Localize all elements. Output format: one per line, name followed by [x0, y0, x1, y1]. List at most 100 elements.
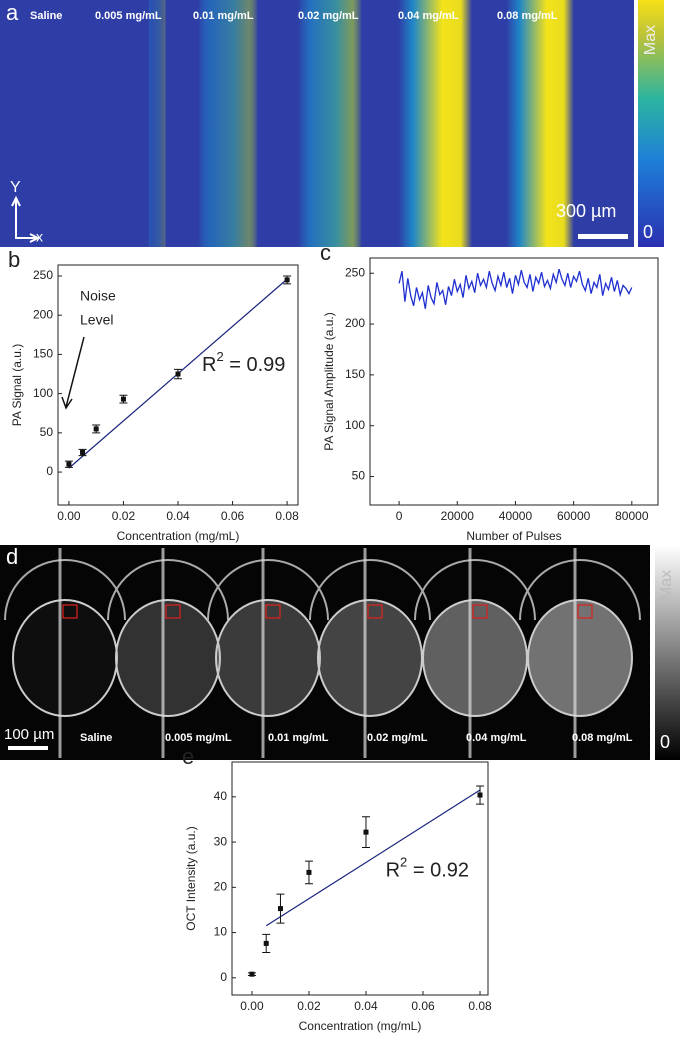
well-fill: [116, 600, 220, 716]
image-label: Saline: [80, 732, 112, 744]
point: [477, 792, 483, 798]
y-axis-label: OCT Intensity (a.u.): [184, 826, 198, 930]
point: [284, 277, 290, 283]
point: [306, 869, 312, 875]
y-tick-label: 40: [214, 789, 228, 803]
point: [80, 449, 86, 455]
x-tick-label: 0: [396, 509, 403, 523]
y-tick-label: 0: [220, 970, 227, 984]
line: [398, 269, 633, 309]
stripe: [148, 0, 166, 247]
wells: [4, 548, 641, 758]
scale-bar-label: 300 µm: [556, 201, 616, 221]
point: [249, 971, 255, 977]
y-tick-label: 50: [352, 469, 366, 483]
point: [277, 906, 283, 912]
x-tick-label: 0.04: [354, 999, 378, 1013]
y-tick-label: 100: [33, 386, 53, 400]
noise-label: Noise: [80, 288, 116, 304]
noise-arrow: [61, 336, 85, 410]
noise-label: Level: [80, 312, 113, 328]
x-tick-label: 0.08: [468, 999, 492, 1013]
panel-label: e: [182, 744, 194, 769]
roi: [62, 604, 78, 619]
x-tick-label: 0.02: [112, 509, 136, 523]
point: [93, 426, 99, 432]
roi: [165, 604, 181, 619]
colorbar-max: Max: [642, 25, 659, 55]
well-arc: [414, 559, 536, 621]
r-squared: R2 = 0.99: [202, 349, 285, 376]
image-label: 0.04 mg/mL: [466, 732, 527, 744]
roi: [265, 604, 281, 619]
image-label: 0.005 mg/mL: [165, 732, 232, 744]
axis-arrows: [11, 195, 41, 243]
scale-bar: [8, 746, 48, 750]
point: [263, 940, 269, 946]
colorbar: [655, 545, 680, 760]
well-fill: [528, 600, 632, 716]
roi: [472, 604, 488, 619]
fit-line: [265, 789, 481, 927]
roi: [367, 604, 383, 619]
stripe: [298, 0, 362, 247]
panel-label: a: [6, 0, 19, 25]
x-tick-label: 0.02: [297, 999, 321, 1013]
panel-label: b: [8, 247, 20, 272]
y-axis-label: PA Signal Amplitude (a.u.): [322, 312, 336, 451]
image-label: 0.01 mg/mL: [268, 732, 329, 744]
point: [120, 396, 126, 402]
r-rest: = 0.92: [407, 860, 469, 882]
x-tick-label: 60000: [557, 509, 591, 523]
scale-bar-label: 100 µm: [4, 726, 54, 743]
panel-a: a Saline 0.005 mg/mL 0.01 mg/mL 0.02 mg/…: [0, 0, 664, 247]
y-tick-label: 0: [46, 464, 53, 478]
image-label: Saline: [30, 10, 62, 22]
x-tick-label: 20000: [441, 509, 475, 523]
stripe: [198, 0, 258, 247]
roi: [577, 604, 593, 619]
well-arc: [4, 559, 126, 621]
image-label: 0.005 mg/mL: [95, 10, 162, 22]
image-label: 0.01 mg/mL: [193, 10, 254, 22]
y-tick-label: 250: [345, 265, 365, 279]
y-tick-label: 100: [345, 418, 365, 432]
x-tick-label: 0.06: [411, 999, 435, 1013]
x-tick-label: 0.06: [221, 509, 245, 523]
x-tick-label: 0.00: [57, 509, 81, 523]
point: [66, 461, 72, 467]
r-rest: = 0.99: [224, 354, 286, 376]
well-arc: [107, 559, 229, 621]
y-tick-label: 150: [33, 347, 53, 361]
plot-frame: [369, 257, 659, 506]
point: [175, 371, 181, 377]
well-wall: [527, 599, 633, 717]
colorbar-max: Max: [658, 570, 675, 600]
x-axis-label: Number of Pulses: [466, 529, 561, 543]
y-tick-label: 50: [40, 425, 54, 439]
y-tick-label: 200: [33, 307, 53, 321]
x-tick-label: 0.04: [166, 509, 190, 523]
y-tick-label: 30: [214, 834, 228, 848]
image-label: 0.08 mg/mL: [497, 10, 558, 22]
axis-x: x: [36, 229, 43, 245]
well-wall: [115, 599, 221, 717]
image-label: 0.08 mg/mL: [572, 732, 633, 744]
well-arc: [519, 559, 641, 621]
colorbar: [638, 0, 664, 247]
y-tick-label: 10: [214, 925, 228, 939]
r-text: R: [386, 860, 400, 882]
r-sup: 2: [216, 349, 223, 364]
y-tick-label: 20: [214, 879, 228, 893]
x-axis-label: Concentration (mg/mL): [117, 529, 240, 543]
colorbar-min: 0: [643, 222, 653, 242]
image-label: 0.02 mg/mL: [367, 732, 428, 744]
x-tick-label: 40000: [499, 509, 533, 523]
well-fill: [216, 600, 320, 716]
r-text: R: [202, 354, 216, 376]
image-label: 0.04 mg/mL: [398, 10, 459, 22]
panel-label: d: [6, 544, 18, 569]
y-tick-label: 200: [345, 316, 365, 330]
